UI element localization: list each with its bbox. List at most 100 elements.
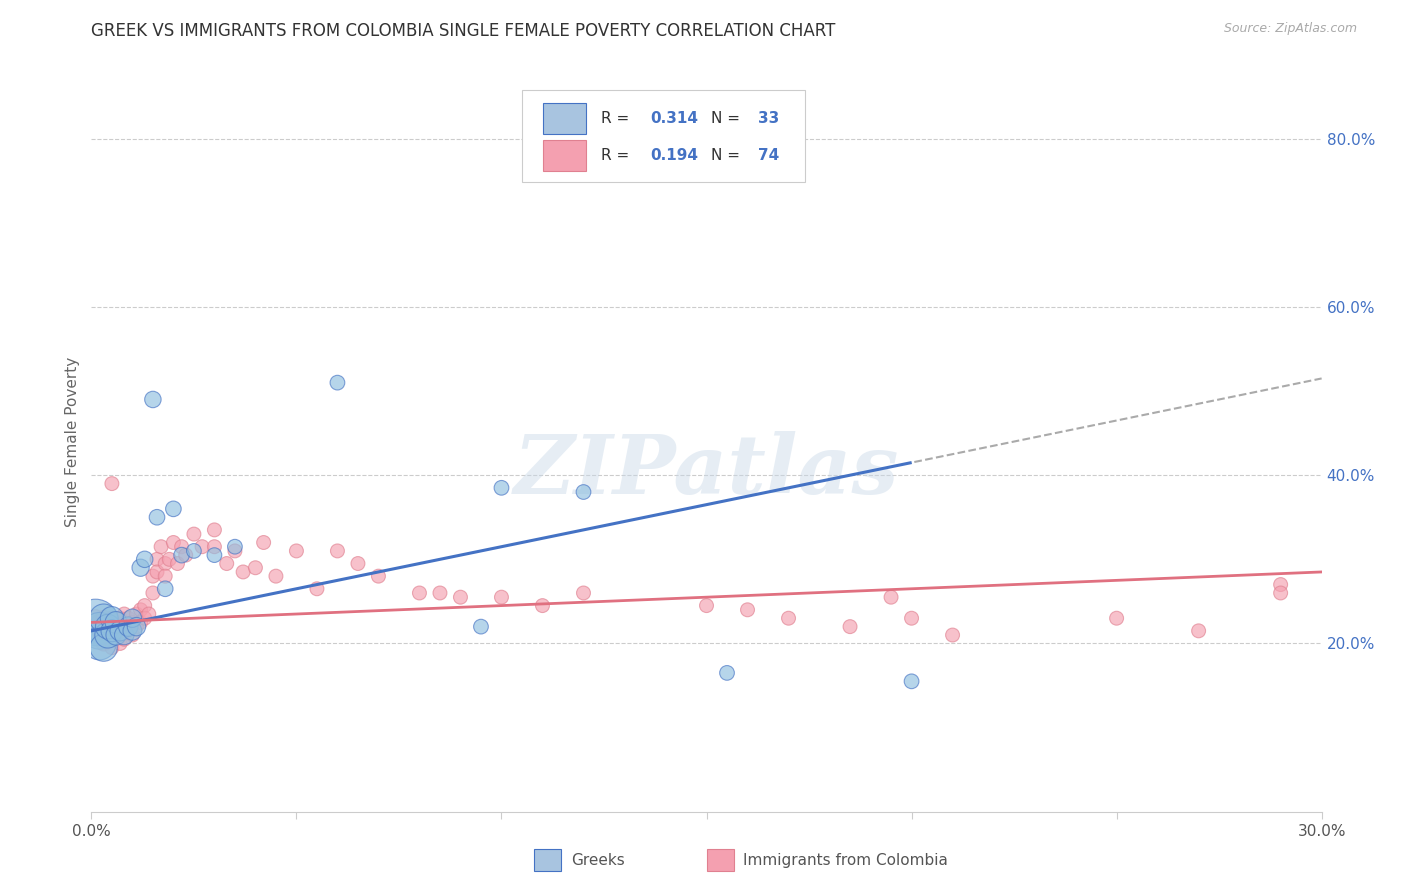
Point (367, 569, 389, 583)
Text: 0.314: 0.314 (650, 112, 697, 127)
Point (174, 548, 197, 562)
Text: N =: N = (711, 148, 745, 163)
Point (129, 560, 152, 574)
Point (97, 619, 120, 633)
Point (89, 624, 111, 638)
Point (89, 636, 111, 650)
Point (101, 611, 124, 625)
Point (491, 590, 513, 604)
Text: Greeks: Greeks (571, 853, 624, 868)
Point (108, 636, 131, 650)
Point (737, 603, 759, 617)
Point (839, 619, 862, 633)
Text: R =: R = (600, 148, 634, 163)
Point (97, 628, 120, 642)
Text: 74: 74 (758, 148, 779, 163)
Point (89, 624, 111, 638)
Point (326, 544, 349, 558)
Point (112, 619, 135, 633)
Point (429, 586, 451, 600)
Point (101, 476, 124, 491)
Point (162, 501, 184, 516)
Point (142, 392, 165, 407)
Point (1270, 586, 1292, 600)
Point (942, 628, 965, 642)
Point (183, 527, 205, 541)
Point (166, 557, 188, 571)
Point (108, 611, 131, 625)
Point (1187, 624, 1209, 638)
Point (134, 611, 156, 625)
Point (125, 619, 148, 633)
Text: ZIPatlas: ZIPatlas (513, 431, 900, 511)
Point (264, 569, 287, 583)
Point (170, 540, 193, 554)
Point (146, 565, 169, 579)
Text: 33: 33 (758, 112, 779, 127)
Point (202, 548, 225, 562)
Point (153, 557, 177, 571)
Bar (543, 140, 586, 171)
Point (129, 615, 152, 630)
Point (572, 586, 595, 600)
Bar (543, 103, 586, 135)
Point (253, 535, 276, 549)
Point (142, 586, 165, 600)
Point (224, 540, 246, 554)
Point (93, 636, 115, 650)
Point (183, 544, 205, 558)
Point (170, 548, 193, 562)
Point (93, 640, 115, 655)
Point (101, 619, 124, 633)
Point (408, 586, 430, 600)
Point (108, 624, 131, 638)
Point (93, 611, 115, 625)
Point (531, 599, 554, 613)
Point (105, 628, 127, 642)
Point (491, 481, 513, 495)
Point (142, 569, 165, 583)
FancyBboxPatch shape (522, 90, 804, 183)
Point (125, 607, 148, 621)
Point (215, 557, 238, 571)
Point (716, 665, 738, 680)
Text: Immigrants from Colombia: Immigrants from Colombia (744, 853, 948, 868)
Text: Source: ZipAtlas.com: Source: ZipAtlas.com (1223, 22, 1357, 36)
Point (129, 603, 152, 617)
Point (153, 569, 177, 583)
Text: R =: R = (600, 112, 634, 127)
Point (134, 599, 156, 613)
Point (1270, 577, 1292, 591)
Point (347, 557, 370, 571)
Point (112, 607, 135, 621)
Point (285, 544, 308, 558)
Point (224, 544, 246, 558)
Point (93, 611, 115, 625)
Point (232, 565, 254, 579)
Point (305, 582, 328, 596)
Point (89, 615, 111, 630)
Point (449, 590, 471, 604)
Point (101, 611, 124, 625)
Point (162, 535, 184, 549)
Point (101, 624, 124, 638)
Point (112, 632, 135, 647)
Point (117, 624, 139, 638)
Point (245, 560, 267, 574)
Point (97, 615, 120, 630)
Bar (706, 849, 734, 871)
Text: GREEK VS IMMIGRANTS FROM COLOMBIA SINGLE FEMALE POVERTY CORRELATION CHART: GREEK VS IMMIGRANTS FROM COLOMBIA SINGLE… (91, 22, 835, 40)
Point (101, 640, 124, 655)
Point (880, 590, 903, 604)
Text: 0.194: 0.194 (650, 148, 697, 163)
Point (153, 582, 177, 596)
Point (1105, 611, 1128, 625)
Point (900, 611, 922, 625)
Point (326, 376, 349, 390)
Point (105, 615, 127, 630)
Point (572, 485, 595, 500)
Point (134, 552, 156, 566)
Point (470, 619, 492, 633)
Point (146, 510, 169, 524)
Point (157, 552, 180, 566)
